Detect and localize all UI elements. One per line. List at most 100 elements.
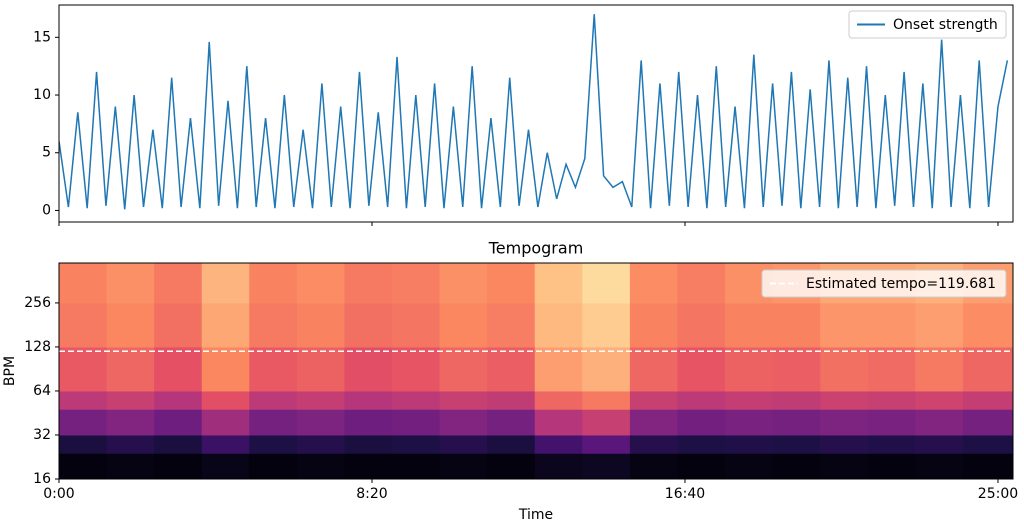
heatmap-cell [677, 434, 726, 454]
heatmap-cell [772, 390, 821, 410]
y-tick-label: 10 [33, 87, 51, 103]
y-tick-label: 256 [24, 295, 51, 311]
heatmap-cell [582, 263, 631, 304]
y-tick-label: 32 [33, 427, 51, 443]
heatmap-cell [392, 263, 441, 304]
heatmap-cell [344, 453, 393, 479]
heatmap-cell [677, 302, 726, 348]
heatmap-cell [201, 390, 250, 410]
heatmap-cell [534, 434, 583, 454]
heatmap-cell [677, 409, 726, 436]
chart-title: Tempogram [488, 239, 584, 258]
heatmap-cell [962, 434, 1013, 454]
axes-frame [58, 262, 1014, 480]
heatmap-cell [106, 409, 155, 436]
heatmap-cell [392, 409, 441, 436]
heatmap-cell [249, 263, 298, 304]
x-axis-label: Time [518, 507, 553, 523]
heatmap-cell [915, 409, 964, 436]
heatmap-cell [582, 302, 631, 348]
heatmap-cell [296, 346, 345, 392]
x-tick-label: 16:40 [665, 486, 705, 502]
heatmap-cell [154, 302, 203, 348]
heatmap-cell [962, 346, 1013, 392]
heatmap-cell [296, 409, 345, 436]
heatmap-cell [534, 390, 583, 410]
heatmap-cell [629, 346, 678, 392]
heatmap-cell [59, 409, 108, 436]
heatmap-cell [249, 346, 298, 392]
heatmap-cell [820, 390, 869, 410]
heatmap-cell [201, 453, 250, 479]
heatmap-cell [772, 434, 821, 454]
heatmap-cell [154, 453, 203, 479]
heatmap-cell [867, 434, 916, 454]
onset-line [59, 14, 1009, 210]
heatmap [59, 263, 1013, 479]
legend-box [848, 10, 1007, 39]
heatmap-cell [439, 263, 488, 304]
y-tick-label: 0 [42, 202, 51, 218]
heatmap-cell [296, 263, 345, 304]
heatmap-cell [915, 302, 964, 348]
heatmap-cell [154, 409, 203, 436]
legend-label: Onset strength [893, 17, 998, 33]
heatmap-cell [820, 346, 869, 392]
legend: Onset strength [848, 10, 1007, 39]
heatmap-cell [392, 390, 441, 410]
heatmap-cell [582, 346, 631, 392]
heatmap-cell [201, 263, 250, 304]
heatmap-cell [487, 453, 536, 479]
heatmap-cell [677, 453, 726, 479]
heatmap-cell [344, 434, 393, 454]
heatmap-cell [725, 390, 774, 410]
heatmap-cell [725, 346, 774, 392]
heatmap-cell [629, 434, 678, 454]
y-tick-label: 15 [33, 29, 51, 45]
heatmap-cell [154, 263, 203, 304]
heatmap-cell [820, 409, 869, 436]
heatmap-cell [106, 434, 155, 454]
heatmap-cell [725, 409, 774, 436]
heatmap-cell [487, 390, 536, 410]
heatmap-cell [582, 390, 631, 410]
y-tick-label: 5 [42, 145, 51, 161]
heatmap-cell [915, 434, 964, 454]
x-tick-label: 25:00 [978, 486, 1018, 502]
heatmap-cell [772, 409, 821, 436]
heatmap-cell [867, 390, 916, 410]
heatmap-cell [534, 346, 583, 392]
y-axis-label: BPM [2, 356, 18, 386]
heatmap-cell [962, 453, 1013, 479]
legend-box [761, 269, 1007, 298]
y-tick-label: 128 [24, 339, 51, 355]
axes-frame [58, 4, 1014, 223]
heatmap-cell [249, 302, 298, 348]
heatmap-cell [772, 302, 821, 348]
heatmap-cell [59, 302, 108, 348]
y-tick-label: 64 [33, 383, 51, 399]
heatmap-cell [392, 302, 441, 348]
heatmap-cell [725, 434, 774, 454]
legend-label: Estimated tempo=119.681 [806, 276, 996, 292]
heatmap-cell [915, 390, 964, 410]
heatmap-cell [725, 453, 774, 479]
heatmap-cell [249, 390, 298, 410]
heatmap-cell [249, 434, 298, 454]
heatmap-cell [106, 302, 155, 348]
heatmap-cell [867, 409, 916, 436]
heatmap-cell [201, 409, 250, 436]
heatmap-cell [629, 263, 678, 304]
heatmap-cell [296, 453, 345, 479]
heatmap-cell [154, 390, 203, 410]
heatmap-cell [915, 453, 964, 479]
heatmap-cell [582, 453, 631, 479]
heatmap-cell [249, 409, 298, 436]
heatmap-cell [439, 302, 488, 348]
heatmap-cell [439, 434, 488, 454]
heatmap-cell [487, 434, 536, 454]
heatmap-cell [820, 453, 869, 479]
heatmap-cell [439, 453, 488, 479]
heatmap-cell [820, 302, 869, 348]
